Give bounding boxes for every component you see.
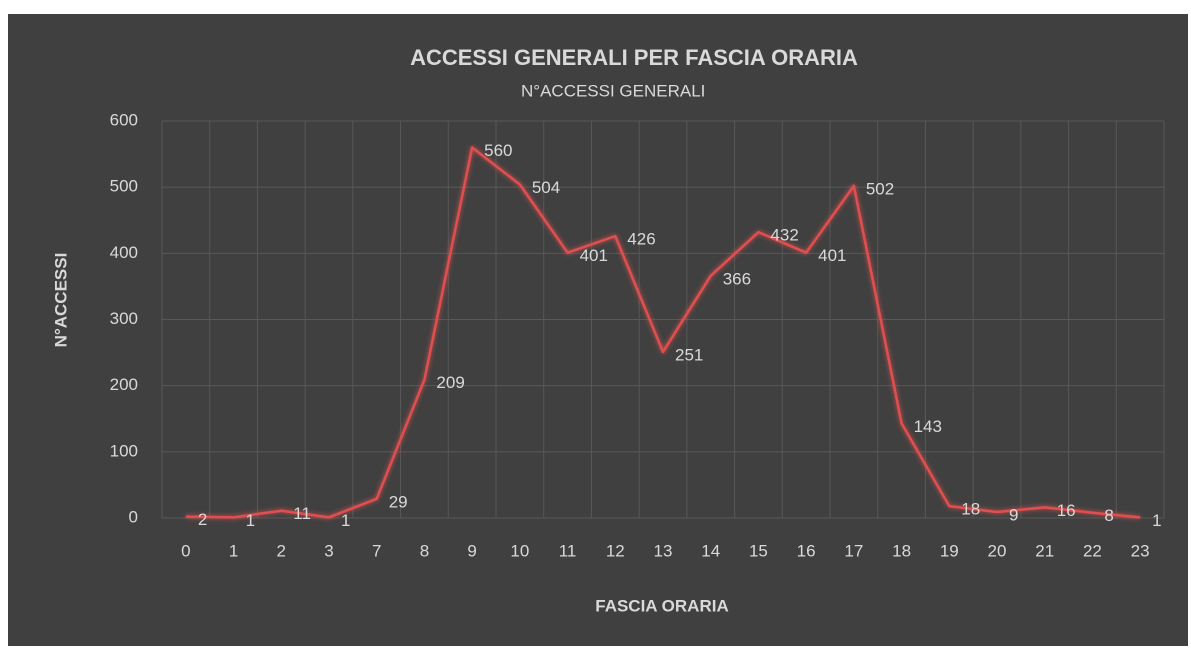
x-tick-label: 22	[1083, 541, 1102, 560]
data-label: 29	[389, 492, 408, 511]
data-label: 143	[914, 417, 942, 436]
chart-background	[8, 14, 1188, 646]
data-label: 504	[532, 178, 560, 197]
y-axis-title: N°ACCESSI	[51, 253, 70, 348]
y-tick-label: 600	[110, 110, 138, 129]
data-label: 209	[436, 373, 464, 392]
data-label: 16	[1057, 501, 1076, 520]
x-tick-label: 0	[181, 541, 190, 560]
data-label: 401	[580, 246, 608, 265]
data-line	[185, 146, 1141, 519]
y-tick-label: 500	[110, 177, 138, 196]
x-tick-label: 8	[420, 541, 429, 560]
data-label: 1	[341, 511, 350, 530]
x-tick-label: 15	[749, 541, 768, 560]
data-label: 8	[1104, 506, 1113, 525]
data-label: 366	[723, 269, 751, 288]
x-tick-label: 18	[892, 541, 911, 560]
y-tick-label: 100	[110, 441, 138, 460]
data-label: 9	[1009, 506, 1018, 525]
x-tick-label: 9	[467, 541, 476, 560]
data-label: 18	[961, 500, 980, 519]
x-tick-label: 13	[654, 541, 673, 560]
chart-title: ACCESSI GENERALI PER FASCIA ORARIA	[410, 45, 858, 70]
data-label: 2	[198, 510, 207, 529]
data-label: 1	[246, 511, 255, 530]
y-tick-label: 400	[110, 243, 138, 262]
x-tick-label: 7	[372, 541, 381, 560]
data-label: 426	[627, 230, 655, 249]
x-tick-label: 12	[606, 541, 625, 560]
x-tick-label: 10	[510, 541, 529, 560]
x-tick-label: 2	[277, 541, 286, 560]
data-label: 1	[1152, 511, 1161, 530]
data-label: 502	[866, 179, 894, 198]
data-label: 251	[675, 345, 703, 364]
x-tick-label: 3	[324, 541, 333, 560]
y-tick-label: 300	[110, 309, 138, 328]
x-tick-label: 21	[1035, 541, 1054, 560]
y-tick-label: 200	[110, 375, 138, 394]
y-tick-label: 0	[129, 507, 138, 526]
data-label: 432	[770, 226, 798, 245]
x-tick-label: 20	[988, 541, 1007, 560]
x-tick-label: 1	[229, 541, 238, 560]
x-tick-label: 17	[844, 541, 863, 560]
data-label: 11	[293, 504, 311, 523]
data-label: 401	[818, 246, 846, 265]
x-tick-label: 11	[559, 541, 577, 560]
x-tick-label: 14	[701, 541, 720, 560]
legend-label: N°ACCESSI GENERALI	[521, 81, 705, 100]
x-tick-label: 23	[1131, 541, 1150, 560]
x-tick-label: 19	[940, 541, 959, 560]
x-tick-label: 16	[797, 541, 816, 560]
x-axis-title: FASCIA ORARIA	[595, 596, 729, 615]
data-label: 560	[484, 141, 512, 160]
